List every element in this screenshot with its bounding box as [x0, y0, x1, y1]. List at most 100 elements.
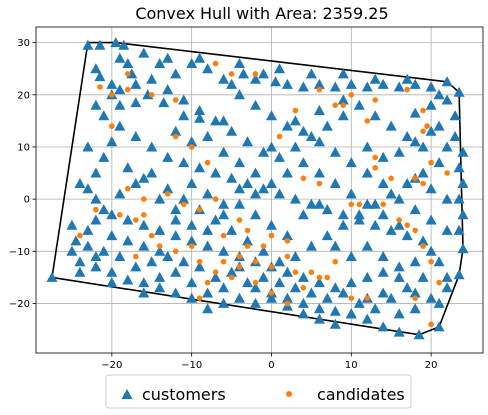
customer-point	[154, 58, 166, 68]
candidate-point	[252, 279, 259, 286]
candidate-point	[220, 232, 227, 239]
customer-point	[194, 112, 206, 123]
customer-point	[329, 240, 341, 251]
customer-point	[210, 115, 222, 126]
customer-point	[66, 219, 78, 230]
customer-point	[409, 136, 421, 147]
candidate-point	[125, 185, 131, 192]
customer-point	[433, 297, 445, 308]
customer-point	[218, 297, 230, 308]
customer-point	[74, 256, 86, 267]
candidate-point	[252, 258, 259, 265]
customer-point	[170, 214, 182, 225]
candidate-point	[268, 232, 275, 239]
legend: customers candidates	[105, 374, 412, 409]
customer-point	[210, 214, 222, 225]
customer-point	[266, 110, 277, 121]
customer-point	[329, 146, 341, 157]
customer-point	[114, 188, 126, 199]
customer-point	[90, 214, 102, 225]
candidate-point	[172, 248, 179, 255]
customer-point	[337, 94, 349, 105]
candidate-point	[436, 279, 442, 286]
customer-point	[417, 271, 429, 282]
candidate-point	[412, 295, 419, 302]
candidate-point	[236, 253, 243, 260]
customer-point	[114, 120, 126, 131]
customer-point	[82, 224, 94, 235]
customer-point	[425, 183, 437, 194]
customer-point	[234, 183, 245, 194]
candidate-point	[364, 118, 371, 124]
customer-point	[453, 269, 465, 280]
candidate-point	[125, 86, 131, 93]
customer-point	[297, 125, 309, 136]
customer-point	[90, 99, 102, 110]
customer-point	[194, 162, 206, 173]
customer-point	[154, 193, 166, 204]
candidate-point	[420, 128, 426, 135]
customer-point	[106, 266, 118, 277]
customer-point	[90, 193, 102, 204]
candidate-point	[220, 258, 227, 265]
customer-point	[138, 172, 150, 183]
customer-point	[82, 39, 94, 50]
x-tick-label: −10	[181, 360, 202, 371]
customer-point	[90, 251, 102, 261]
customer-point	[146, 167, 158, 178]
customer-point	[138, 219, 150, 230]
customer-point	[170, 125, 182, 136]
customer-point	[329, 318, 341, 329]
customer-point	[266, 178, 277, 188]
candidate-point	[332, 102, 339, 108]
customer-point	[441, 94, 453, 105]
customer-point	[297, 209, 309, 220]
customer-point	[234, 157, 245, 168]
legend-frame	[105, 374, 412, 409]
customer-point	[313, 313, 325, 324]
customer-point	[178, 110, 190, 121]
candidate-point	[372, 97, 379, 103]
customer-point	[409, 78, 421, 89]
customer-point	[118, 39, 130, 50]
customer-point	[162, 52, 174, 63]
customer-point	[98, 151, 110, 162]
customer-point	[441, 224, 453, 235]
customer-point	[274, 256, 285, 267]
customer-point	[289, 115, 301, 126]
customer-point	[385, 120, 397, 131]
customer-point	[122, 162, 134, 173]
customer-point	[297, 81, 309, 92]
candidate-point	[117, 212, 123, 218]
y-tick-label: 10	[17, 142, 30, 153]
customer-point	[146, 256, 158, 267]
customer-point	[250, 99, 261, 110]
customer-point	[218, 73, 230, 84]
candidate-point	[268, 290, 275, 296]
customer-point	[186, 277, 198, 288]
customer-point	[337, 68, 349, 79]
customer-point	[385, 292, 397, 303]
customer-point	[258, 146, 269, 157]
customer-point	[289, 282, 301, 293]
customer-point	[202, 224, 214, 235]
customer-point	[345, 277, 357, 288]
customer-point	[361, 240, 373, 251]
customer-point	[425, 125, 437, 136]
customer-point	[242, 136, 253, 147]
customer-point	[425, 81, 437, 92]
customer-point	[226, 125, 238, 136]
x-tick-label: 10	[345, 360, 358, 371]
candidate-point	[316, 274, 323, 281]
customer-point	[361, 81, 373, 92]
customer-point	[313, 78, 325, 89]
candidate-point	[420, 107, 426, 114]
customer-point	[305, 287, 317, 298]
candidate-point	[188, 243, 195, 249]
customer-point	[313, 198, 325, 209]
customer-point	[250, 167, 261, 178]
customer-point	[369, 110, 381, 121]
chart-title: Convex Hull with Area: 2359.25	[135, 4, 388, 23]
candidate-point	[292, 269, 299, 276]
customer-point	[186, 235, 198, 246]
